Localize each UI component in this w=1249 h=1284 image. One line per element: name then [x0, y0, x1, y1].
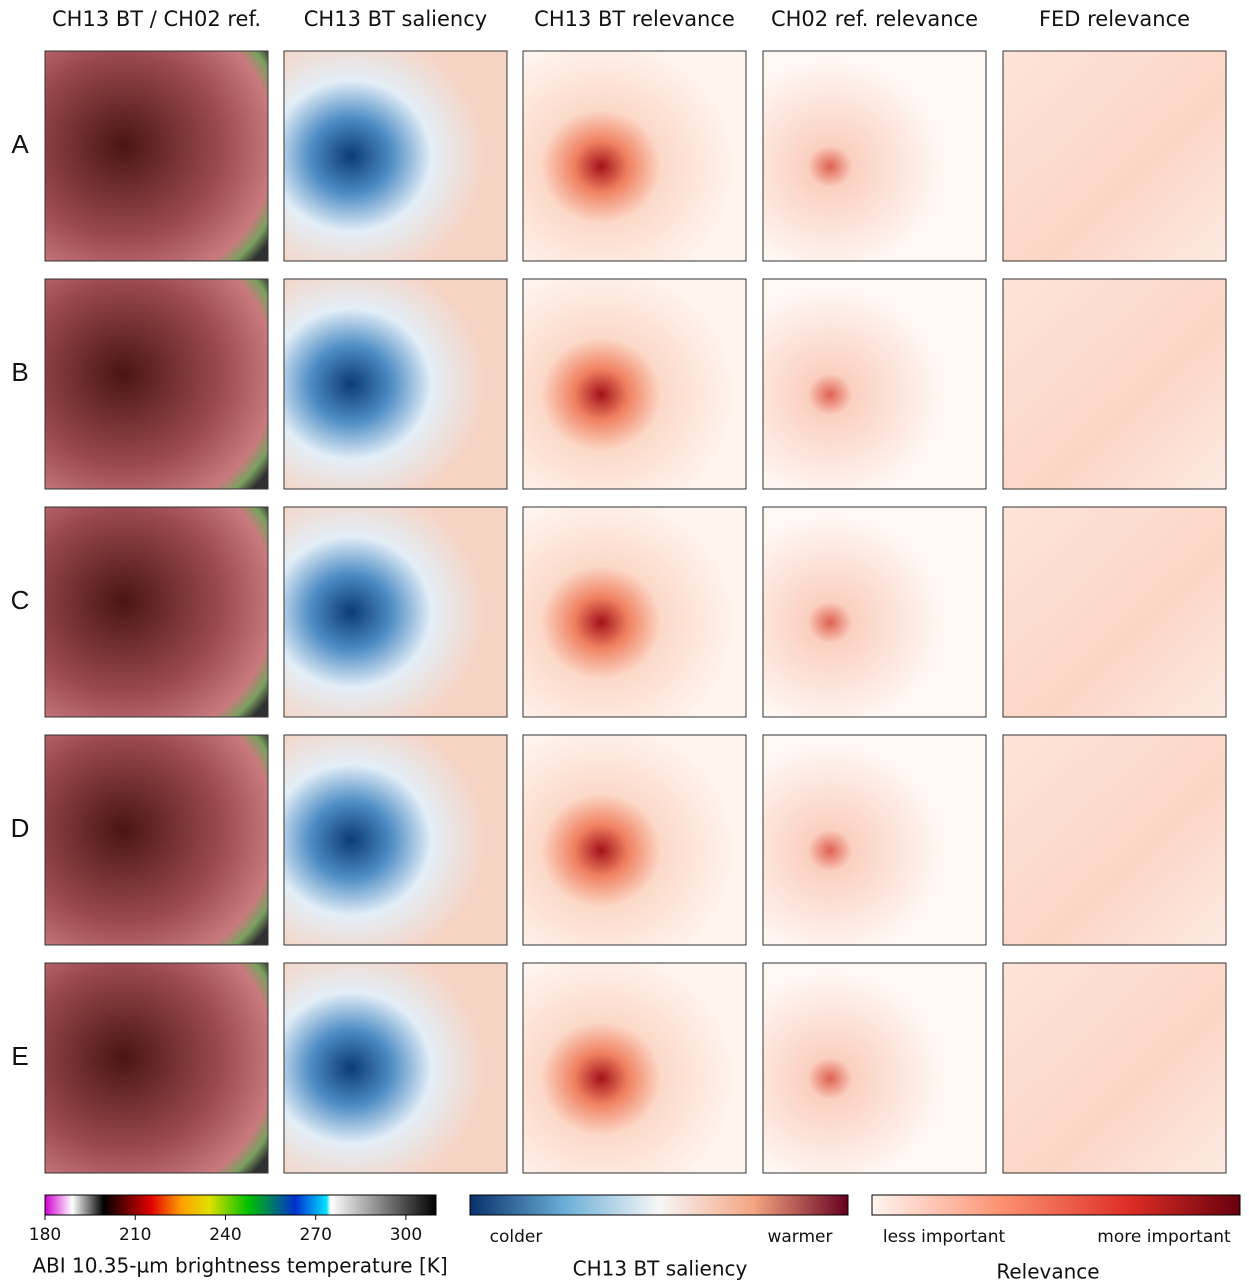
panel-image: [284, 279, 507, 489]
panel-image: [763, 51, 986, 261]
colorbar-end-label: more important: [1097, 1227, 1231, 1247]
panel-image: [284, 51, 507, 261]
tick-label: 210: [119, 1225, 151, 1245]
panel-image: [523, 507, 746, 717]
tick-label: 180: [29, 1225, 61, 1245]
row-label: D: [11, 813, 30, 843]
colorbar-label: CH13 BT saliency: [573, 1257, 748, 1281]
panel-image: [45, 735, 268, 945]
tick-label: 270: [299, 1225, 331, 1245]
colorbar-end-label: warmer: [767, 1227, 832, 1247]
colorbar-temperature: [45, 1195, 436, 1215]
column-header: CH13 BT relevance: [534, 7, 735, 31]
panel-grid: [45, 51, 1226, 1173]
panel-image: [284, 963, 507, 1173]
panel-image: [523, 735, 746, 945]
panel-image: [1003, 963, 1226, 1173]
panel-image: [1003, 279, 1226, 489]
panel-image: [523, 279, 746, 489]
panel-image: [45, 51, 268, 261]
panel-image: [763, 735, 986, 945]
panel-image: [523, 51, 746, 261]
column-header: CH13 BT saliency: [304, 7, 487, 31]
colorbar-label: Relevance: [996, 1260, 1099, 1284]
panel-image: [523, 963, 746, 1173]
column-header: FED relevance: [1039, 7, 1190, 31]
row-label: A: [11, 129, 29, 159]
panel-image: [284, 507, 507, 717]
panel-image: [763, 279, 986, 489]
colorbar-end-label: less important: [883, 1227, 1006, 1247]
panel-image: [45, 507, 268, 717]
row-label: E: [11, 1041, 28, 1071]
row-label: C: [11, 585, 30, 615]
colorbar-relevance: [872, 1195, 1240, 1215]
row-label: B: [11, 357, 28, 387]
column-header: CH02 ref. relevance: [771, 7, 978, 31]
panel-image: [763, 507, 986, 717]
panel-image: [1003, 507, 1226, 717]
column-header: CH13 BT / CH02 ref.: [52, 7, 261, 31]
panel-image: [1003, 735, 1226, 945]
panel-image: [45, 963, 268, 1173]
figure: ABI 10.35-µm brightness temperature [K] …: [0, 0, 1249, 1284]
panel-image: [763, 963, 986, 1173]
panel-image: [45, 279, 268, 489]
colorbar-label: ABI 10.35-µm brightness temperature [K]: [32, 1254, 447, 1278]
colorbar-saliency: [470, 1195, 848, 1215]
panel-image: [1003, 51, 1226, 261]
colorbar-end-label: colder: [490, 1227, 543, 1247]
tick-label: 240: [209, 1225, 241, 1245]
tick-label: 300: [390, 1225, 422, 1245]
panel-image: [284, 735, 507, 945]
